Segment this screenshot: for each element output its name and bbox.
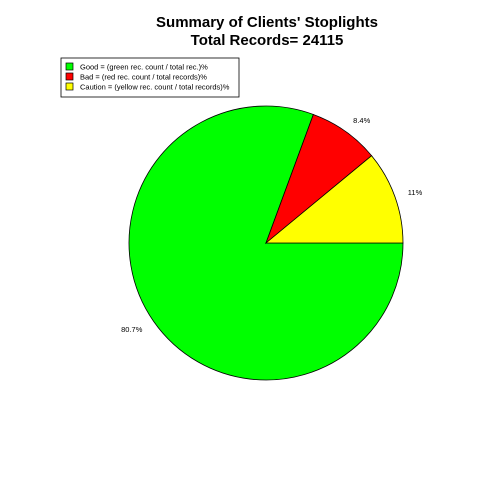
chart-subtitle: Total Records= 24115 [191,32,344,49]
pie-slice-label-2: 11% [408,188,423,197]
legend: Good = (green rec. count / total rec.)%B… [60,57,240,98]
legend-box [60,57,240,98]
legend-label-1: Bad = (red rec. count / total records)% [80,73,207,82]
legend-swatch-2 [65,82,74,91]
legend-label-2: Caution = (yellow rec. count / total rec… [80,83,230,92]
pie-slice-0 [128,105,404,381]
pie-slice-label-1: 8.4% [353,116,370,125]
legend-label-0: Good = (green rec. count / total rec.)% [80,63,208,72]
pie-slice-2 [264,155,404,244]
chart-title: Summary of Clients' Stoplights [156,14,378,31]
pie-slice-label-0: 80.7% [121,325,143,334]
pie-labels: 80.7% 8.4% 11% [121,116,422,334]
legend-swatch-0 [65,62,74,71]
pie-slices [128,105,404,381]
legend-swatch-1 [65,72,74,81]
